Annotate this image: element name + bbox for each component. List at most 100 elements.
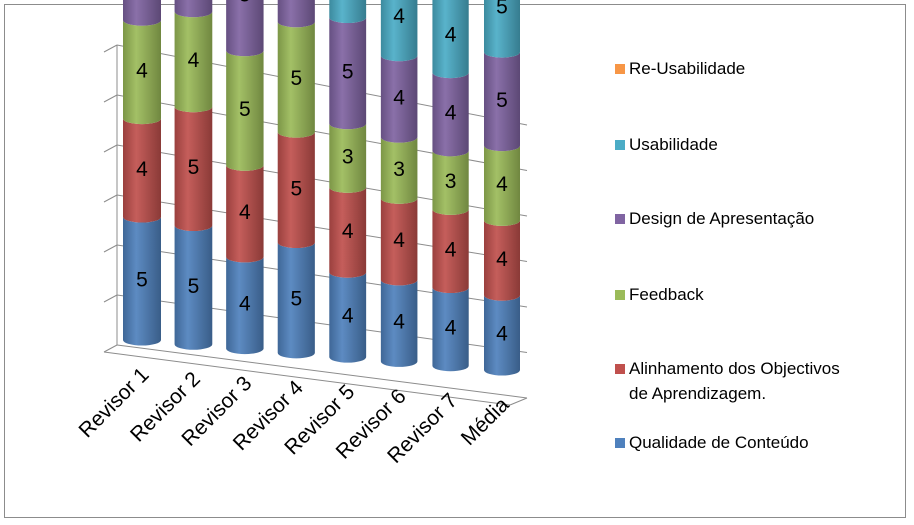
data-label: 4 xyxy=(393,5,405,28)
gridline-side xyxy=(103,344,118,353)
bar-segment xyxy=(432,0,469,79)
data-label: 4 xyxy=(445,238,457,261)
gridline xyxy=(116,344,528,399)
legend-swatch xyxy=(615,364,625,374)
bar-stack: 445545 xyxy=(226,0,264,355)
data-label: 4 xyxy=(393,311,405,334)
bar-segment xyxy=(380,198,418,286)
data-label: 4 xyxy=(496,248,508,271)
floor-front-edge xyxy=(103,351,511,406)
data-label: 5 xyxy=(239,98,251,121)
legend-item-design: Design de Apresentação xyxy=(615,206,814,231)
floor-right-edge xyxy=(509,397,528,406)
data-label: 4 xyxy=(445,102,457,125)
bar-segment xyxy=(277,132,315,248)
bar-segment xyxy=(432,209,469,294)
bar-segment xyxy=(432,150,469,215)
bar-segment xyxy=(484,220,520,301)
data-label: 4 xyxy=(445,317,457,340)
bar-segment xyxy=(484,295,520,376)
bar-segment xyxy=(484,0,520,58)
data-label: 5 xyxy=(239,0,251,6)
bar-stack: 555555 xyxy=(277,0,315,359)
data-label: 4 xyxy=(239,293,251,316)
data-label: 4 xyxy=(393,229,405,252)
legend-swatch xyxy=(615,290,625,300)
legend-item-re-usabilidade: Re-Usabilidade xyxy=(615,56,745,81)
bar-segment xyxy=(484,52,520,152)
bar-segment xyxy=(174,11,213,113)
data-label: 5 xyxy=(342,61,354,84)
bar-segment xyxy=(380,137,418,204)
data-label: 4 xyxy=(342,305,354,328)
bar-stack: 444554 xyxy=(484,0,520,376)
data-label: 4 xyxy=(445,23,457,46)
data-label: 3 xyxy=(393,158,405,181)
data-label: 5 xyxy=(188,275,200,298)
data-label: 5 xyxy=(136,269,148,292)
bar-segment xyxy=(432,72,469,157)
legend-swatch xyxy=(615,140,625,150)
legend-swatch xyxy=(615,64,625,74)
bar-segment xyxy=(380,0,418,62)
gridline-side xyxy=(103,44,118,53)
data-label: 5 xyxy=(496,0,508,18)
bar-segment xyxy=(277,21,315,138)
data-label: 4 xyxy=(496,173,508,196)
bar-segment xyxy=(174,225,213,350)
legend-swatch xyxy=(615,438,625,448)
gridline-side xyxy=(103,194,118,203)
data-label: 5 xyxy=(290,177,302,200)
legend-label: Feedback xyxy=(629,285,704,304)
data-label: 4 xyxy=(342,220,354,243)
bar-stack: 443554 xyxy=(329,0,367,363)
bar-segment xyxy=(380,279,418,367)
gridline-side xyxy=(103,144,118,153)
data-label: 4 xyxy=(393,86,405,109)
gridline-side xyxy=(103,244,118,253)
data-label: 3 xyxy=(342,145,354,168)
bar-segment xyxy=(174,0,213,18)
data-label: 4 xyxy=(496,323,508,346)
legend-label: Usabilidade xyxy=(629,135,718,154)
legend-swatch xyxy=(615,214,625,224)
bar-segment xyxy=(226,165,264,263)
bar-segment xyxy=(226,50,264,171)
data-label: 4 xyxy=(188,49,200,72)
data-label: 4 xyxy=(239,201,251,224)
bar-segment xyxy=(123,0,161,26)
bar-segment xyxy=(432,287,469,372)
bar-segment xyxy=(329,0,367,23)
bar-segment xyxy=(277,242,315,359)
legend-item-usabilidade: Usabilidade xyxy=(615,132,718,157)
bar-segment xyxy=(380,55,418,143)
bar-segment xyxy=(329,123,367,193)
bar-segment xyxy=(329,187,367,278)
legend-label: Alinhamento dos Objectivos de Aprendizag… xyxy=(629,359,840,403)
legend-label: Re-Usabilidade xyxy=(629,59,746,78)
data-label: 3 xyxy=(445,170,457,193)
bar-segment xyxy=(123,118,161,223)
gridline-side xyxy=(103,94,118,103)
legend-item-feedback: Feedback xyxy=(615,282,704,307)
bar-segment xyxy=(174,106,213,231)
data-label: 5 xyxy=(290,288,302,311)
bar-segment xyxy=(123,20,161,125)
bar-segment xyxy=(329,17,367,130)
bar-segment xyxy=(329,272,367,363)
data-label: 5 xyxy=(290,67,302,90)
legend-item-qualidade: Qualidade de Conteúdo xyxy=(615,430,809,455)
bar-segment xyxy=(226,0,264,57)
legend-item-alinhamento: Alinhamento dos Objectivos de Aprendizag… xyxy=(615,356,840,406)
bar-stack: 554555 xyxy=(174,0,213,350)
data-label: 5 xyxy=(188,156,200,179)
data-label: 5 xyxy=(496,89,508,112)
legend-label: Design de Apresentação xyxy=(629,209,815,228)
bar-segment xyxy=(226,256,264,355)
data-label: 4 xyxy=(136,59,148,82)
